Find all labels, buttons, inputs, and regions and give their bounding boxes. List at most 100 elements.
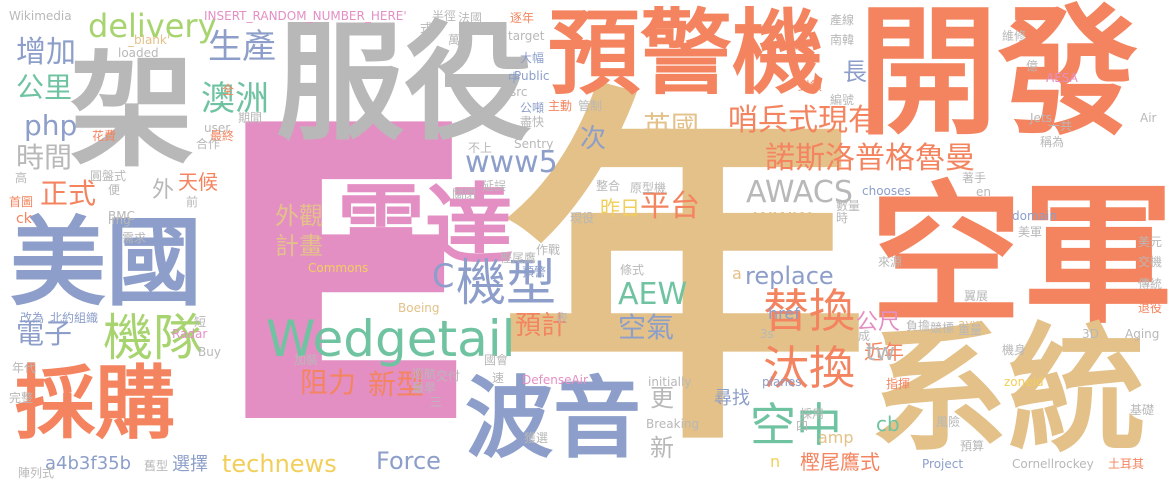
cloud-word-turkey: 土耳其	[1108, 457, 1145, 471]
cloud-word-ck: ck	[16, 211, 32, 227]
cloud-word-demand: 需求	[122, 231, 147, 245]
cloud-word-foundation: 基礎	[1130, 403, 1155, 417]
cloud-word-not-up: 不上	[468, 141, 493, 155]
cloud-word-hawkeye-type: 樫尾鷹式	[800, 450, 880, 474]
cloud-word-outside: 外	[152, 178, 175, 203]
cloud-word-cb: cb	[876, 412, 900, 436]
cloud-word-airborne: 空中	[750, 398, 842, 452]
cloud-word-3s: 3s	[760, 327, 774, 341]
cloud-word-called: 稱為	[1040, 135, 1065, 149]
cloud-word-buy: Buy	[198, 345, 221, 359]
cloud-word-when: 時	[836, 211, 849, 225]
cloud-word-embark: 著手	[962, 171, 987, 185]
cloud-word-en: en	[976, 185, 991, 199]
cloud-word-sentry: Sentry	[514, 137, 554, 151]
cloud-word-australia: 澳洲	[201, 79, 269, 119]
cloud-word-aging: Aging	[1125, 327, 1160, 341]
cloud-word-kaifa: 開發	[858, 0, 1139, 155]
cloud-word-delay: 延誤	[482, 179, 507, 193]
cloud-word-quantity: 數量	[836, 199, 861, 213]
cloud-word-user: user	[204, 121, 231, 135]
cloud-word-avw: avw	[958, 317, 983, 331]
cloud-word-deliver: 交付	[436, 369, 461, 383]
cloud-word-active: 主動	[548, 99, 573, 113]
cloud-word-risk: 風險	[936, 415, 961, 429]
cloud-word-ten-thousand: 萬	[448, 33, 461, 47]
cloud-word-more: 更	[650, 384, 674, 412]
cloud-word-traditional: 傳統	[1138, 277, 1163, 291]
cloud-word-short: 短	[194, 315, 207, 329]
cloud-word-south-korea: 南韓	[830, 33, 855, 47]
cloud-word-cost: 花費	[92, 129, 117, 143]
cloud-word-system: 系統	[870, 310, 1147, 471]
cloud-word-boeing-zh: 波音	[465, 367, 642, 470]
cloud-word-retire: 汰換	[763, 341, 855, 395]
cloud-word-style: 式	[420, 21, 433, 35]
cloud-word-fuselage: 機身	[1002, 343, 1027, 357]
cloud-word-a4b3f35b: a4b3f35b	[45, 453, 132, 474]
cloud-word-commons: Commons	[308, 261, 369, 275]
cloud-word-nato: 北約組織	[50, 311, 99, 325]
cloud-word-weather: 天候	[178, 170, 218, 194]
cloud-word-fleet: 機隊	[103, 309, 203, 367]
cloud-word-chooses: chooses	[862, 184, 911, 198]
cloud-word-asap: 盡快	[520, 115, 545, 129]
cloud-word-cheng: 成	[858, 329, 871, 343]
cloud-word-budget: 預算	[960, 439, 985, 453]
cloud-word-air-en: Air	[1140, 111, 1157, 125]
cloud-word-aesa: AESA	[1046, 71, 1078, 85]
cloud-word-3d: 3D	[1082, 327, 1099, 341]
cloud-word-air-force: 空軍	[870, 167, 1174, 344]
cloud-word-weight: 重量	[958, 323, 983, 337]
cloud-word-time: 時間	[16, 141, 73, 174]
cloud-word-cooperate: 合作	[196, 137, 221, 151]
cloud-word-model: 機型	[456, 254, 556, 312]
cloud-word-img: img	[108, 213, 131, 227]
cloud-word-source: 來源	[878, 255, 903, 269]
cloud-word-aew: AEW	[618, 277, 688, 312]
cloud-word-cover-image: 首圖	[9, 195, 34, 209]
cloud-word-close: 關閉	[452, 187, 477, 201]
cloud-word-blockade: 封鎖	[798, 79, 823, 93]
cloud-word-us-dollar: 美元	[1138, 235, 1163, 249]
cloud-word-yearly: 逐年	[510, 11, 535, 25]
cloud-word-air: 空氣	[618, 311, 675, 344]
cloud-word-href: href	[768, 304, 800, 323]
cloud-word-c: C	[432, 257, 455, 295]
cloud-word-all: 全	[222, 83, 235, 97]
cloud-word-initially: initially	[648, 375, 692, 389]
cloud-word-replace: replace	[745, 262, 834, 290]
cloud-word-insert-random: INSERT_RANDOM_NUMBER_HERE'	[204, 9, 407, 23]
cloud-word-delivery: delivery	[88, 7, 217, 45]
cloud-word-changed-to: 改為	[20, 311, 45, 325]
cloud-word-hundred-million: 億	[1026, 59, 1039, 73]
cloud-word-high: 高	[15, 171, 28, 185]
cloud-word-tw: tw	[866, 338, 896, 366]
cloud-word-bidding: 競標	[930, 321, 955, 335]
cloud-word-then: 便	[108, 183, 121, 197]
cloud-word-handover: 交機	[1138, 255, 1163, 269]
cloud-word-technews: technews	[222, 450, 337, 478]
cloud-word-boeing: Boeing	[398, 301, 440, 315]
cloud-word-speed: 速	[492, 371, 505, 385]
cloud-word-replace-zh: 替換	[763, 284, 855, 338]
cloud-word-yesterday: 昨日	[600, 196, 640, 220]
cloud-word-era: 年代	[12, 361, 37, 375]
cloud-word-blank: _blank'	[128, 33, 171, 47]
cloud-word-selected: 獲選	[524, 431, 549, 445]
cloud-word-france: 法國	[458, 11, 483, 25]
cloud-word-combat: 作戰	[536, 243, 561, 257]
cloud-word-meter: 公尺	[856, 310, 901, 335]
cloud-word-project: Project	[922, 457, 964, 471]
cloud-word-km: 公里	[16, 71, 73, 104]
cloud-word-target: target	[508, 29, 545, 43]
cloud-word-sentry-existing: 哨兵式現有	[728, 103, 878, 138]
cloud-word-service: 服役	[276, 9, 533, 158]
cloud-word-a: a	[732, 264, 742, 283]
cloud-word-www5: www5	[465, 145, 558, 180]
cloud-word-congress: 國會	[484, 353, 509, 367]
cloud-word-procurement: 採購	[15, 357, 175, 450]
cloud-word-src: src	[510, 85, 528, 99]
cloud-word-defenseair: DefenseAir	[522, 373, 588, 387]
